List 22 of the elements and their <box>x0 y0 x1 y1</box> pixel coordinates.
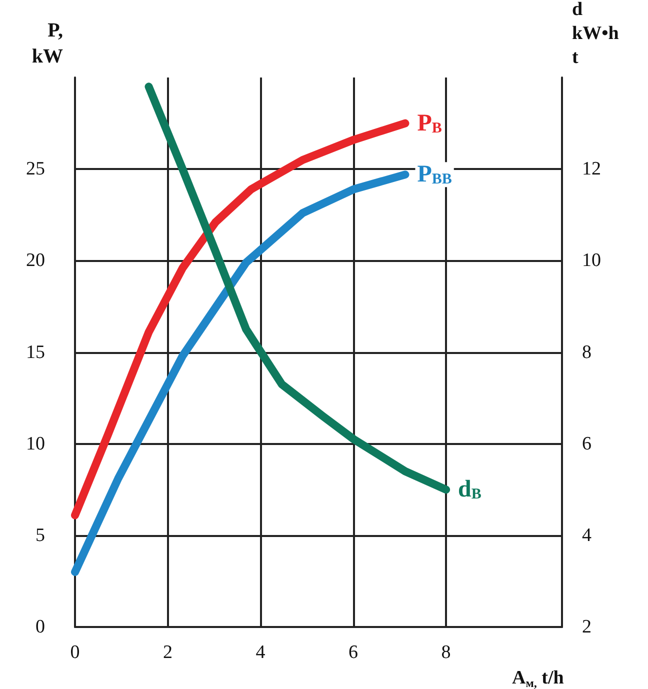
y2-tick-label: 10 <box>582 250 601 272</box>
series-label: dB <box>458 476 482 503</box>
y2-tick-label: 4 <box>582 524 592 546</box>
y2-tick-label: 2 <box>582 616 592 638</box>
y-tick-label: 5 <box>36 524 45 546</box>
y2-tick-label: 12 <box>582 158 601 180</box>
x-tick-label: 6 <box>348 642 358 663</box>
y-tick-label: 25 <box>26 158 45 180</box>
y-axis-title: P, kW <box>32 20 63 68</box>
y-tick-label: 15 <box>26 342 45 363</box>
y2-tick-label: 8 <box>582 342 592 363</box>
x-tick-label: 0 <box>70 642 80 663</box>
series-label: PBB <box>417 162 452 188</box>
y-tick-label: 20 <box>26 250 45 272</box>
y2-tick-label: 6 <box>582 433 592 454</box>
y2-axis-title: d kW•h t <box>572 0 620 68</box>
y-tick-label: 0 <box>36 616 45 638</box>
y-tick-label: 10 <box>26 433 45 454</box>
x-tick-label: 2 <box>163 642 173 663</box>
x-tick-label: 4 <box>256 642 266 663</box>
series-label: PB <box>417 110 442 136</box>
x-tick-label: 8 <box>441 642 451 663</box>
